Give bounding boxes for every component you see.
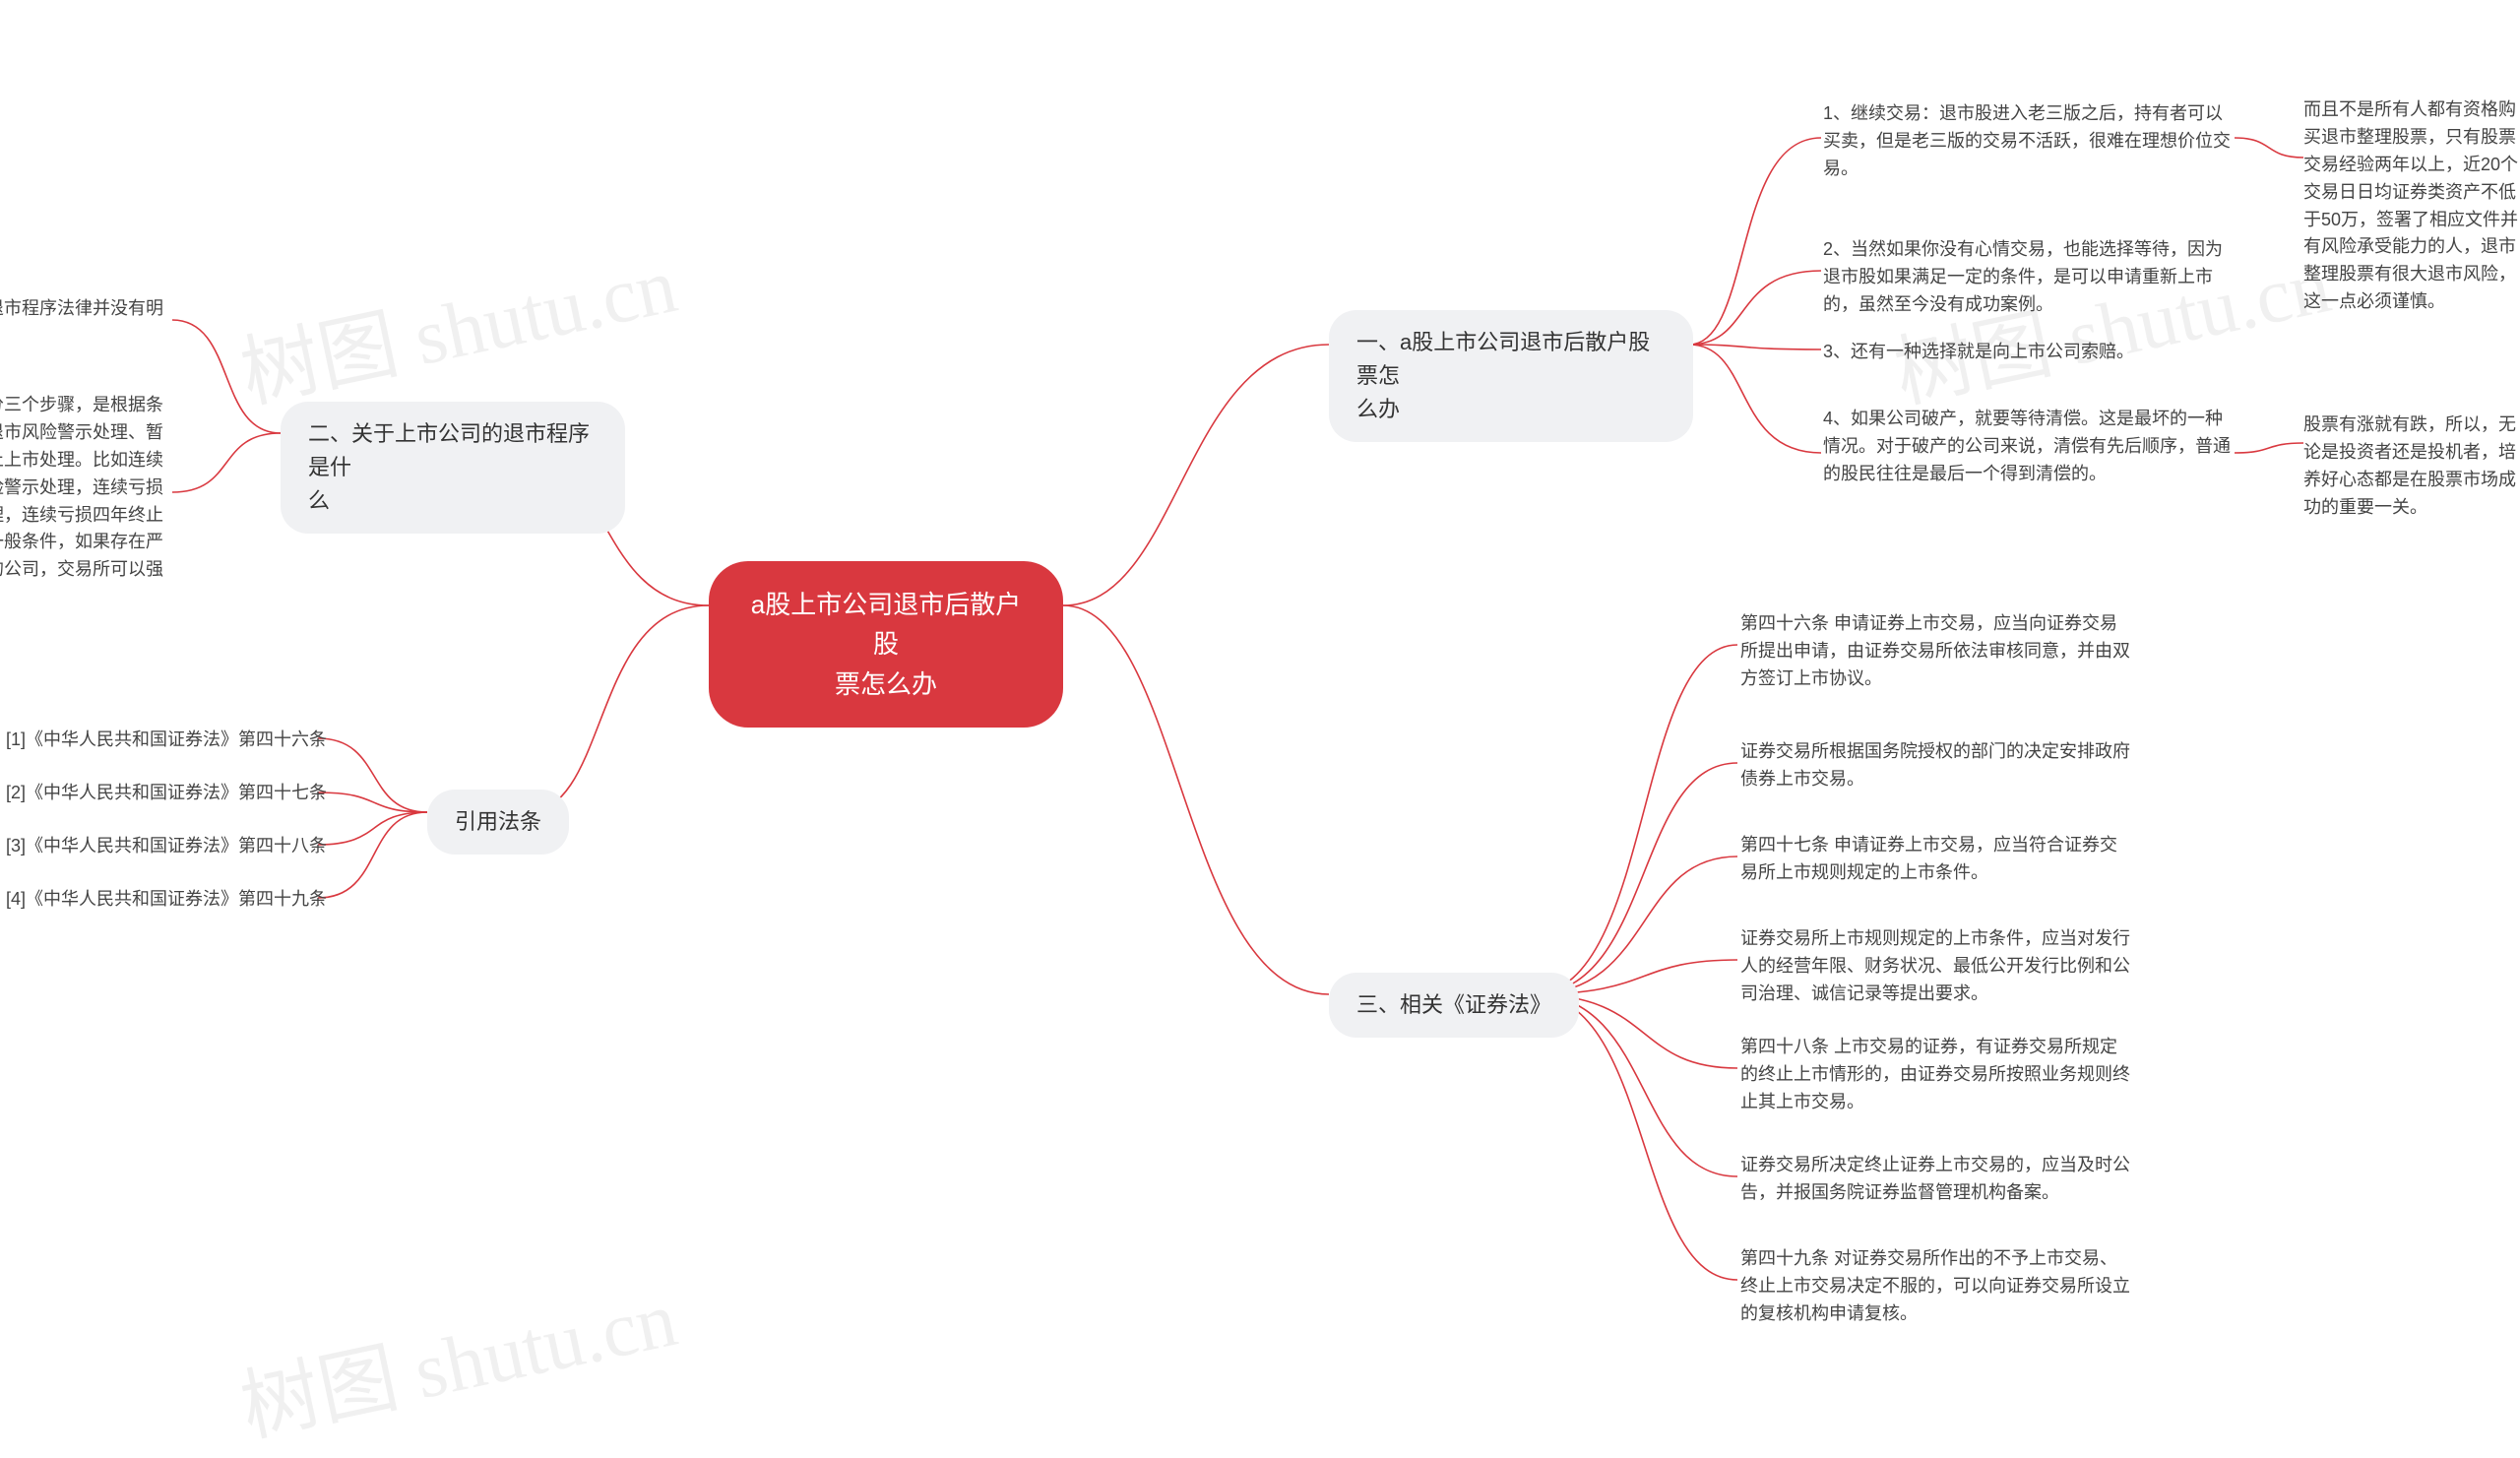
branch-3: 三、相关《证券法》 bbox=[1329, 973, 1579, 1038]
branch-2-label-l1: 二、关于上市公司的退市程序是什 bbox=[308, 421, 590, 479]
leaf-3-4: 证券交易所上市规则规定的上市条件，应当对发行人的经营年限、财务状况、最低公开发行… bbox=[1740, 925, 2134, 1008]
leaf-2-2: 退市的流程主要分三个步骤，是根据条件的不同设置了退市风险警示处理、暂停上市处理和… bbox=[0, 392, 177, 611]
mindmap-canvas: 树图 shutu.cn 树图 shutu.cn 树图 shutu.cn bbox=[0, 0, 2520, 1352]
leaf-1-2: 2、当然如果你没有心情交易，也能选择等待，因为退市股如果满足一定的条件，是可以申… bbox=[1823, 236, 2236, 319]
branch-2: 二、关于上市公司的退市程序是什 么 bbox=[281, 402, 625, 534]
leaf-3-5: 第四十八条 上市交易的证券，有证券交易所规定的终止上市情形的，由证券交易所按照业… bbox=[1740, 1034, 2134, 1116]
leaf-1-1-sub: 而且不是所有人都有资格购买退市整理股票，只有股票交易经验两年以上，近20个交易日… bbox=[2303, 96, 2520, 316]
root-title-l1: a股上市公司退市后散户股 bbox=[751, 590, 1021, 659]
branch-1-label-l1: 一、a股上市公司退市后散户股票怎 bbox=[1356, 330, 1650, 388]
branch-3-label: 三、相关《证券法》 bbox=[1356, 992, 1551, 1017]
watermark: 树图 shutu.cn bbox=[229, 222, 685, 425]
branch-4: 引用法条 bbox=[427, 790, 569, 855]
leaf-3-3: 第四十七条 申请证券上市交易，应当符合证券交易所上市规则规定的上市条件。 bbox=[1740, 832, 2134, 887]
root-node: a股上市公司退市后散户股 票怎么办 bbox=[709, 561, 1063, 728]
branch-1-label-l2: 么办 bbox=[1356, 397, 1400, 421]
leaf-4-2: [2]《中华人民共和国证券法》第四十七条 bbox=[0, 780, 327, 807]
leaf-3-2: 证券交易所根据国务院授权的部门的决定安排政府债券上市交易。 bbox=[1740, 738, 2134, 793]
leaf-3-7: 第四十九条 对证券交易所作出的不予上市交易、终止上市交易决定不服的，可以向证券交… bbox=[1740, 1245, 2134, 1328]
branch-1: 一、a股上市公司退市后散户股票怎 么办 bbox=[1329, 310, 1693, 442]
branch-4-label: 引用法条 bbox=[455, 809, 541, 834]
watermark: 树图 shutu.cn bbox=[229, 1255, 685, 1458]
leaf-3-6: 证券交易所决定终止证券上市交易的，应当及时公告，并报国务院证券监督管理机构备案。 bbox=[1740, 1152, 2134, 1207]
leaf-4-3: [3]《中华人民共和国证券法》第四十八条 bbox=[0, 833, 327, 860]
branch-2-label-l2: 么 bbox=[308, 488, 330, 513]
leaf-1-4: 4、如果公司破产，就要等待清偿。这是最坏的一种情况。对于破产的公司来说，清偿有先… bbox=[1823, 406, 2236, 488]
leaf-1-1: 1、继续交易：退市股进入老三版之后，持有者可以买卖，但是老三版的交易不活跃，很难… bbox=[1823, 100, 2236, 183]
leaf-1-4-sub: 股票有涨就有跌，所以，无论是投资者还是投机者，培养好心态都是在股票市场成功的重要… bbox=[2303, 412, 2520, 522]
root-title-l2: 票怎么办 bbox=[835, 669, 937, 699]
leaf-2-1: 关于上市公司的退市程序法律并没有明确的规定。 bbox=[0, 295, 177, 350]
leaf-4-1: [1]《中华人民共和国证券法》第四十六条 bbox=[0, 727, 327, 754]
connectors bbox=[0, 0, 2520, 1352]
leaf-4-4: [4]《中华人民共和国证券法》第四十九条 bbox=[0, 886, 327, 914]
leaf-1-3: 3、还有一种选择就是向上市公司索赔。 bbox=[1823, 339, 2134, 366]
leaf-3-1: 第四十六条 申请证券上市交易，应当向证券交易所提出申请，由证券交易所依法审核同意… bbox=[1740, 610, 2134, 693]
